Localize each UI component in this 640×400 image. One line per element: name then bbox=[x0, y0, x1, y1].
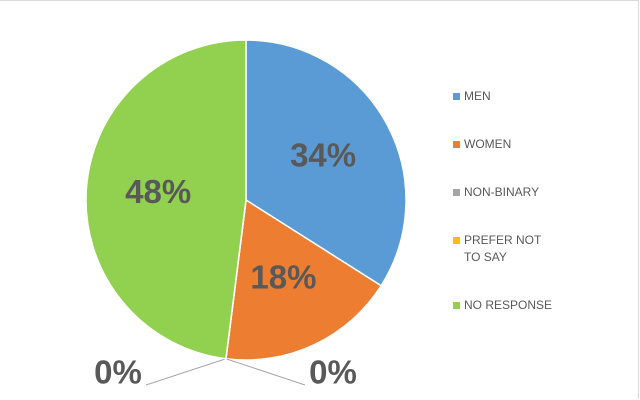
data-label: 34% bbox=[290, 136, 356, 173]
leader-line bbox=[145, 358, 227, 386]
data-label: 0% bbox=[309, 354, 357, 391]
legend-label: MEN bbox=[464, 89, 491, 103]
legend-label: WOMEN bbox=[464, 137, 512, 151]
pie-slice bbox=[245, 39, 407, 287]
legend-label: NO RESPONSE bbox=[464, 298, 553, 312]
data-label: 0% bbox=[94, 354, 142, 391]
pie-slice bbox=[85, 39, 247, 360]
legend-item: MEN bbox=[453, 88, 573, 105]
legend-swatch bbox=[453, 237, 460, 244]
legend-swatch bbox=[453, 302, 460, 309]
legend-swatch bbox=[453, 141, 460, 148]
legend: MEN WOMEN NON-BINARY PREFER NOT TO SAY NO RE… bbox=[453, 88, 573, 345]
legend-swatch bbox=[453, 189, 460, 196]
legend-item: WOMEN bbox=[453, 136, 573, 153]
legend-item: NON-BINARY bbox=[453, 184, 573, 201]
legend-item: NO RESPONSE bbox=[453, 297, 573, 314]
data-label: 18% bbox=[250, 258, 316, 295]
legend-swatch bbox=[453, 93, 460, 100]
legend-item: PREFER NOT TO SAY bbox=[453, 232, 573, 266]
data-label: 48% bbox=[125, 173, 191, 210]
legend-label: PREFER NOT TO SAY bbox=[464, 233, 542, 264]
pie-slice bbox=[225, 198, 383, 361]
leader-line bbox=[225, 358, 306, 386]
legend-label: NON-BINARY bbox=[464, 185, 540, 199]
